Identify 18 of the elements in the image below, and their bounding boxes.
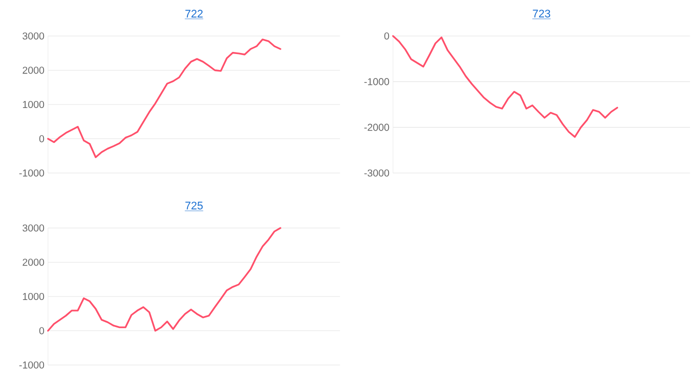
- y-tick-label: -1000: [19, 169, 44, 177]
- y-tick-label: 0: [39, 327, 44, 334]
- chart-title: 725: [185, 202, 203, 210]
- y-tick-label: 0: [384, 32, 390, 40]
- y-tick-label: -3000: [364, 169, 390, 177]
- y-tick-label: -1000: [19, 361, 44, 369]
- y-tick-label: -2000: [364, 124, 390, 131]
- y-tick-label: 3000: [22, 32, 44, 40]
- y-tick-label: 1000: [22, 100, 44, 108]
- chart-title: 722: [185, 10, 203, 18]
- chart-title: 723: [532, 10, 550, 18]
- y-tick-label: -1000: [364, 78, 390, 86]
- y-tick-label: 1000: [22, 292, 44, 300]
- y-tick-label: 2000: [22, 258, 44, 266]
- line-series: [47, 227, 282, 332]
- y-tick-label: 2000: [22, 66, 44, 74]
- y-tick-label: 3000: [22, 224, 44, 232]
- y-tick-label: 0: [39, 135, 44, 142]
